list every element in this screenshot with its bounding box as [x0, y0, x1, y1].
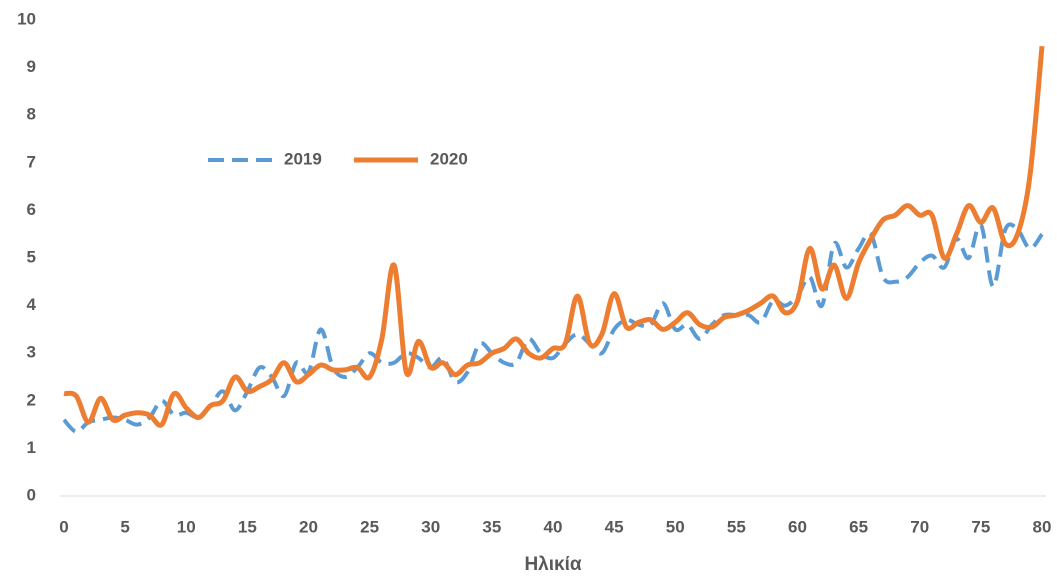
- x-tick-label: 30: [421, 517, 440, 536]
- series-line: [62, 222, 1044, 434]
- x-tick-label: 0: [59, 517, 68, 536]
- y-tick-label: 10: [17, 9, 36, 28]
- x-tick-label: 35: [482, 517, 501, 536]
- y-tick-label: 3: [27, 343, 36, 362]
- x-tick-label: 55: [727, 517, 746, 536]
- x-tick-label: 25: [360, 517, 379, 536]
- y-tick-label: 5: [27, 247, 36, 266]
- x-axis-title: Ηλικία: [524, 554, 581, 575]
- y-tick-label: 0: [27, 485, 36, 504]
- x-tick-label: 80: [1033, 517, 1052, 536]
- series-line: [63, 45, 1045, 428]
- x-tick-label: 70: [910, 517, 929, 536]
- y-tick-label: 7: [27, 152, 36, 171]
- y-tick-label: 8: [27, 105, 36, 124]
- x-tick-label: 45: [605, 517, 624, 536]
- x-tick-label: 20: [299, 517, 318, 536]
- x-tick-label: 75: [971, 517, 990, 536]
- x-tick-label: 65: [849, 517, 868, 536]
- x-tick-label: 50: [666, 517, 685, 536]
- y-tick-label: 6: [27, 200, 36, 219]
- x-tick-label: 60: [788, 517, 807, 536]
- x-tick-label: 5: [120, 517, 129, 536]
- x-tick-label: 40: [544, 517, 563, 536]
- y-tick-label: 1: [27, 438, 36, 457]
- legend-label: 2020: [430, 149, 468, 168]
- legend-label: 2019: [284, 149, 322, 168]
- y-tick-label: 4: [27, 295, 37, 314]
- y-tick-label: 2: [27, 390, 36, 409]
- y-tick-label: 9: [27, 57, 36, 76]
- x-tick-label: 10: [177, 517, 196, 536]
- x-tick-label: 15: [238, 517, 257, 536]
